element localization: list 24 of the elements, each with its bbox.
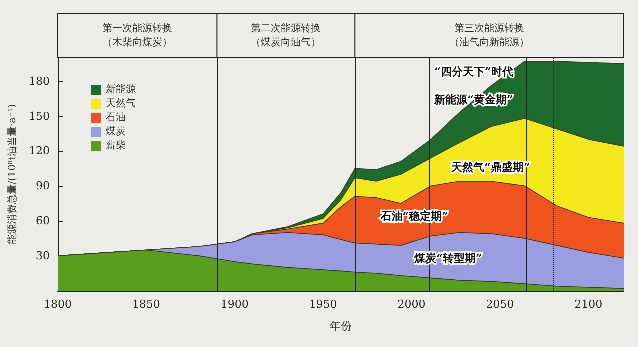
legend-label: 薪柴 <box>106 140 126 152</box>
x-tick-label: 1950 <box>309 298 338 311</box>
x-tick-label: 1800 <box>44 298 72 311</box>
legend-label: 新能源 <box>106 84 136 96</box>
x-tick-label: 2000 <box>398 298 426 311</box>
x-tick-label: 1850 <box>132 298 160 311</box>
y-axis-title: 能源消费总量/(10⁸t油当量·a⁻¹) <box>6 104 19 245</box>
annotation: 新能源“黄金期” <box>434 93 514 106</box>
x-tick-label: 2100 <box>574 298 603 311</box>
y-tick-label: 30 <box>36 250 50 263</box>
text: 第一次能源转换（木柴向煤炭） <box>102 22 173 48</box>
y-tick-label: 120 <box>29 144 50 158</box>
legend-label: 煤炭 <box>106 126 126 138</box>
y-tick-label: 150 <box>29 110 50 123</box>
legend-label: 石油 <box>106 112 126 124</box>
text: 第三次能源转换（油气向新能源） <box>450 22 530 48</box>
legend-label: 天然气 <box>106 98 136 110</box>
y-tick-label: 90 <box>36 180 50 193</box>
x-axis-title: 年份 <box>330 320 352 333</box>
y-tick-label: 180 <box>29 74 50 88</box>
x-tick-label: 2050 <box>486 298 514 311</box>
y-tick-label: 60 <box>36 214 50 228</box>
x-tick-label: 1900 <box>220 298 249 311</box>
text: 第二次能源转换（煤炭向油气） <box>251 22 322 48</box>
